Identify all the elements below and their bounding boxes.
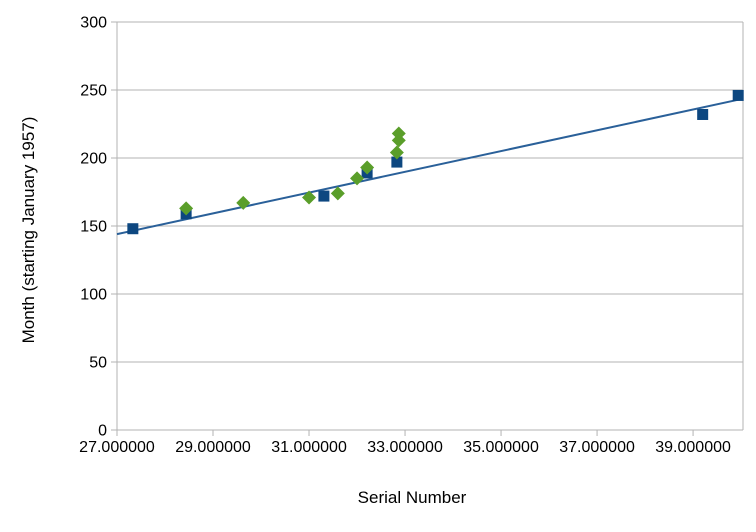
data-point-square (127, 223, 139, 235)
x-tick-label: 33.000000 (367, 439, 443, 456)
data-point-square (697, 108, 709, 120)
x-tick-label: 37.000000 (559, 439, 635, 456)
x-tick-label: 29.000000 (175, 439, 251, 456)
y-tick-label: 200 (80, 151, 107, 168)
x-tick-label: 31.000000 (271, 439, 347, 456)
data-point-square (732, 89, 744, 101)
y-axis-title: Month (starting January 1957) (19, 117, 38, 344)
data-point-diamond (179, 201, 194, 216)
data-point-square (318, 190, 330, 202)
data-point-diamond (350, 171, 365, 186)
y-tick-label: 250 (80, 83, 107, 100)
x-tick-label: 35.000000 (463, 439, 539, 456)
data-point-diamond (391, 126, 406, 141)
x-axis-title: Serial Number (358, 488, 467, 507)
y-tick-label: 50 (89, 355, 107, 372)
data-point-diamond (389, 145, 404, 160)
data-point-diamond (360, 160, 375, 175)
y-tick-label: 0 (98, 423, 107, 440)
y-tick-label: 300 (80, 15, 107, 32)
data-point-diamond (330, 186, 345, 201)
trend-line (116, 97, 744, 236)
y-tick-label: 150 (80, 219, 107, 236)
data-point-diamond (236, 195, 251, 210)
x-tick-label: 39.000000 (655, 439, 731, 456)
data-point-diamond (302, 190, 317, 205)
x-tick-label: 27.000000 (79, 439, 155, 456)
data-point-square (391, 156, 403, 168)
y-tick-label: 100 (80, 287, 107, 304)
